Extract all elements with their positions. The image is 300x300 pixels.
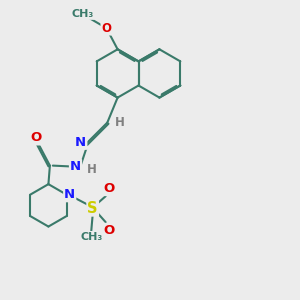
Text: H: H [87,163,97,176]
Text: CH₃: CH₃ [72,9,94,19]
Text: O: O [104,182,115,195]
Text: CH₃: CH₃ [80,232,102,242]
Text: O: O [31,131,42,144]
Text: H: H [115,116,124,129]
Text: N: N [70,160,81,173]
Text: N: N [64,188,75,201]
Text: O: O [104,224,115,237]
Text: O: O [101,22,111,34]
Text: N: N [75,136,86,149]
Text: S: S [87,200,98,215]
